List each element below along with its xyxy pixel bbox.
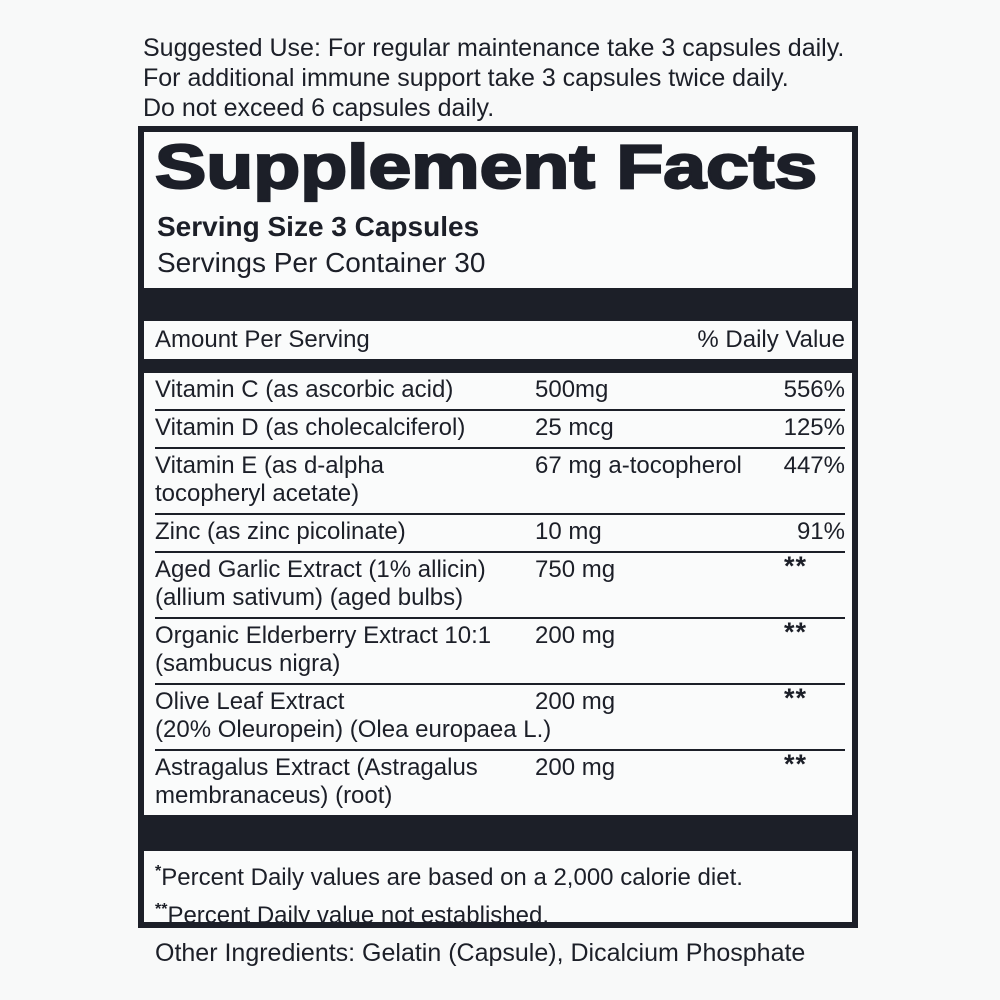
ingredient-amount: 500mg <box>535 376 609 403</box>
footnote-mark: ** <box>155 901 168 918</box>
footnote-not-established: **Percent Daily value not established. <box>155 894 845 932</box>
amount-per-serving-header: Amount Per Serving <box>155 326 370 353</box>
other-ingredients-text: Other Ingredients: Gelatin (Capsule), Di… <box>155 939 806 967</box>
divider-bar-top <box>144 288 852 321</box>
ingredient-name: Organic Elderberry Extract 10:1 (sambucu… <box>155 622 492 677</box>
daily-value-header: % Daily Value <box>697 326 845 353</box>
footnote-text: Percent Daily value not established. <box>167 902 550 929</box>
footnote-mark: * <box>155 863 162 880</box>
ingredient-name: Vitamin D (as cholecalciferol) <box>155 414 466 441</box>
ingredients-table: Vitamin C (as ascorbic acid) 500mg 556% … <box>155 373 845 815</box>
table-row: Vitamin E (as d-alpha tocopheryl acetate… <box>155 449 845 515</box>
supplement-facts-panel: Supplement Facts Serving Size 3 Capsules… <box>138 126 858 929</box>
ingredient-daily-value: ** <box>783 551 807 581</box>
footnote-daily-values: *Percent Daily values are based on a 2,0… <box>155 856 845 894</box>
ingredient-amount: 10 mg <box>535 518 602 545</box>
ingredient-amount: 200 mg <box>535 688 616 715</box>
table-row: Zinc (as zinc picolinate) 10 mg 91% <box>155 515 845 553</box>
suggested-use-text: Suggested Use: For regular maintenance t… <box>143 34 845 122</box>
footnote-text: Percent Daily values are based on a 2,00… <box>161 864 743 891</box>
ingredient-daily-value: ** <box>783 749 807 779</box>
ingredient-daily-value: 91% <box>796 518 845 545</box>
ingredient-name: Aged Garlic Extract (1% allicin) (allium… <box>155 556 486 611</box>
ingredient-daily-value: ** <box>783 617 807 647</box>
ingredient-name: Vitamin E (as d-alpha tocopheryl acetate… <box>155 452 385 507</box>
table-row: Vitamin C (as ascorbic acid) 500mg 556% <box>155 373 845 411</box>
divider-bar-bottom <box>144 815 852 851</box>
ingredient-daily-value: 447% <box>783 452 845 479</box>
table-header-row: Amount Per Serving % Daily Value <box>155 321 845 359</box>
ingredient-amount: 200 mg <box>535 754 616 781</box>
table-row: Olive Leaf Extract (20% Oleuropein) (Ole… <box>155 683 845 751</box>
serving-size-text: Serving Size 3 Capsules <box>157 211 480 242</box>
table-row: Vitamin D (as cholecalciferol) 25 mcg 12… <box>155 411 845 449</box>
table-row: Organic Elderberry Extract 10:1 (sambucu… <box>155 617 845 685</box>
footnotes: *Percent Daily values are based on a 2,0… <box>155 856 845 932</box>
divider-bar-header <box>144 359 852 373</box>
ingredient-daily-value: ** <box>783 683 807 713</box>
servings-per-container-text: Servings Per Container 30 <box>157 247 486 278</box>
table-row: Aged Garlic Extract (1% allicin) (allium… <box>155 551 845 619</box>
ingredient-name: Astragalus Extract (Astragalus membranac… <box>155 754 478 809</box>
ingredient-amount: 67 mg a-tocopherol <box>535 452 742 479</box>
ingredient-name: Zinc (as zinc picolinate) <box>155 518 406 545</box>
ingredient-daily-value: 556% <box>783 376 845 403</box>
panel-title: Supplement Facts <box>154 133 819 202</box>
ingredient-amount: 25 mcg <box>535 414 614 441</box>
ingredient-amount: 200 mg <box>535 622 616 649</box>
ingredient-name: Olive Leaf Extract (20% Oleuropein) (Ole… <box>155 688 552 743</box>
ingredient-daily-value: 125% <box>783 414 845 441</box>
ingredient-amount: 750 mg <box>535 556 616 583</box>
table-row: Astragalus Extract (Astragalus membranac… <box>155 749 845 815</box>
ingredient-name: Vitamin C (as ascorbic acid) <box>155 376 454 403</box>
